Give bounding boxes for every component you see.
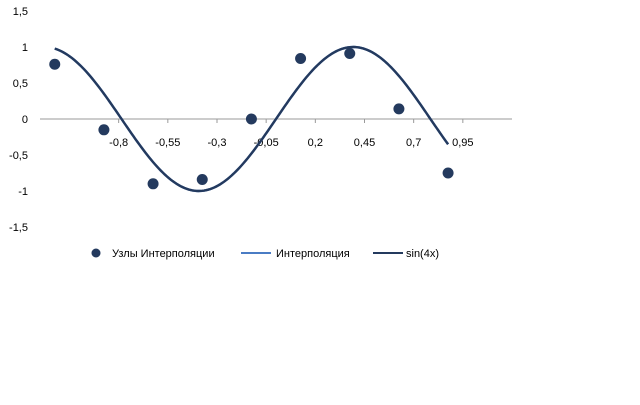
y-tick-label: 0 [22,114,28,126]
data-point [98,124,110,136]
y-tick-label: -1 [18,186,28,198]
y-axis-ticks: 1,5 1 0,5 0 -0,5 -1 -1,5 [9,6,28,234]
legend-item-sin: sin(4x) [373,248,439,260]
y-tick-label: 1 [22,42,28,54]
data-point [442,167,454,179]
legend-marker-nodes [91,248,101,258]
legend-item-nodes: Узлы Интерполяции [91,248,215,260]
data-point [196,173,208,185]
y-tick-label: 1,5 [13,6,28,18]
series-lines [54,45,450,193]
x-tick-label: 0,7 [406,137,421,149]
legend-label-interpolation: Интерполяция [276,248,350,260]
x-tick-label: -0,55 [155,137,180,149]
x-tick-label: 0,45 [354,137,375,149]
interpolation-nodes [49,47,454,190]
y-tick-label: -0,5 [9,150,28,162]
legend-label-nodes: Узлы Интерполяции [112,248,215,260]
data-point [49,58,61,70]
x-tick-label: -0,3 [208,137,227,149]
x-tick-label: -0,8 [109,137,128,149]
x-tick-label: -0,05 [254,137,279,149]
legend-item-interpolation: Интерполяция [241,248,350,260]
series-line-sin4x [54,45,450,193]
data-point [295,53,307,65]
data-point [344,47,356,59]
x-tick-label: 0,95 [452,137,473,149]
legend: Узлы Интерполяции Интерполяция sin(4x) [91,248,439,260]
y-tick-label: -1,5 [9,222,28,234]
data-point [147,178,159,190]
data-point [245,113,257,125]
legend-label-sin: sin(4x) [406,248,439,260]
x-axis-ticks: -0,8 -0,55 -0,3 -0,05 0,2 0,45 0,7 0,95 [109,119,474,149]
data-point [393,103,405,115]
y-tick-label: 0,5 [13,78,28,90]
x-tick-label: 0,2 [308,137,323,149]
